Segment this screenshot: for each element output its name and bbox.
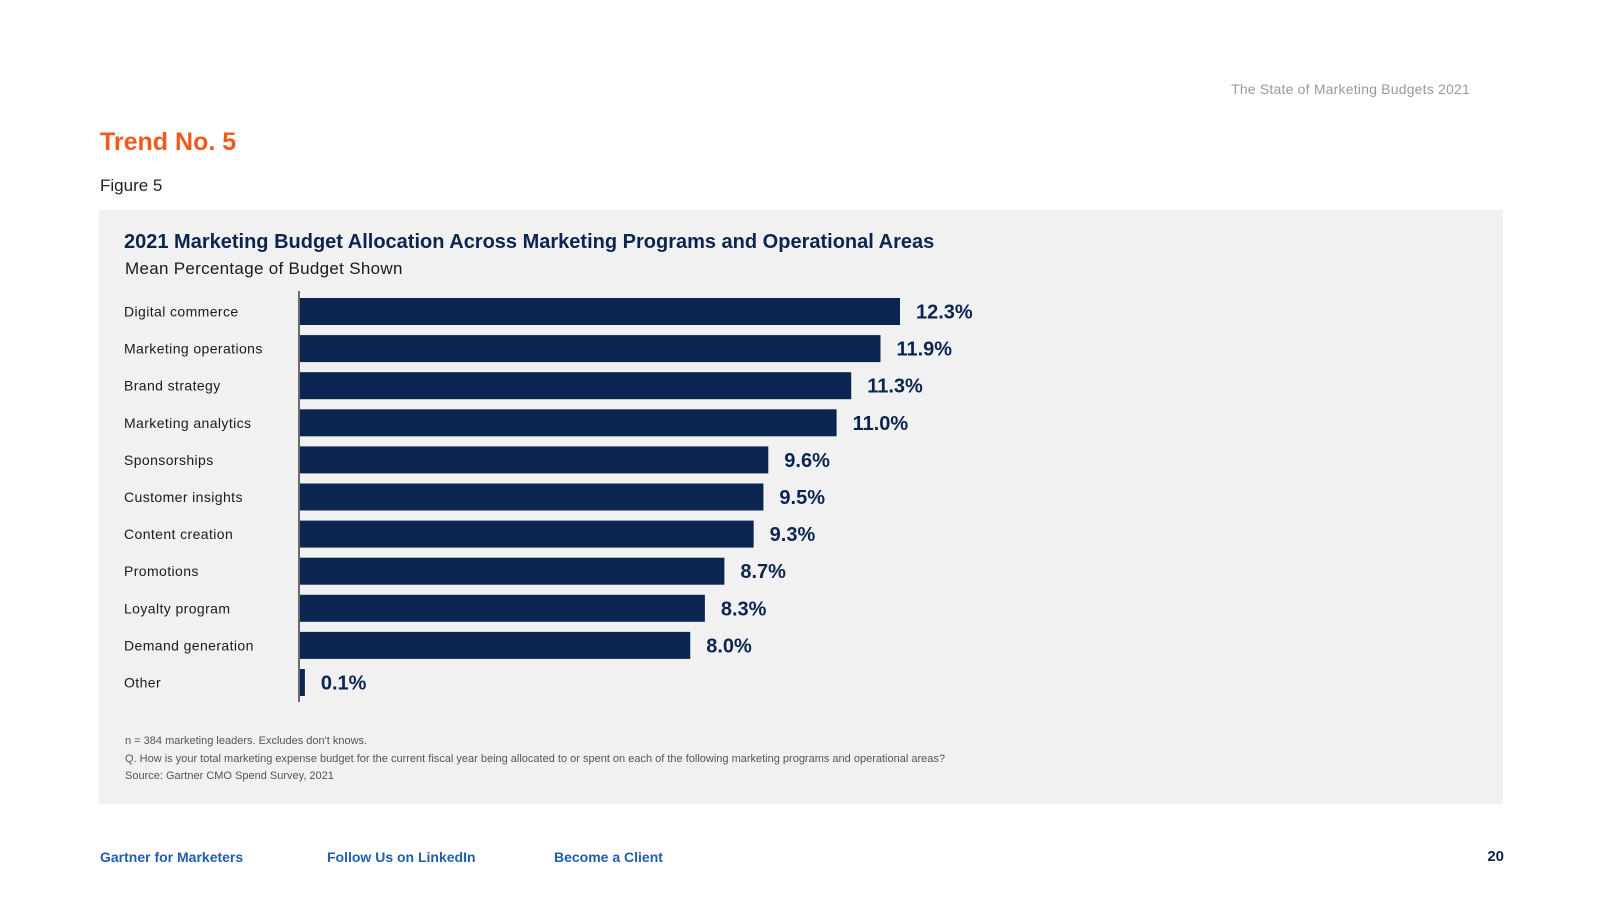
bar xyxy=(300,483,764,511)
bar xyxy=(300,594,705,622)
document-title: The State of Marketing Budgets 2021 xyxy=(1231,81,1470,97)
category-label: Customer insights xyxy=(124,489,243,505)
value-label: 11.9% xyxy=(896,339,952,361)
figure-label: Figure 5 xyxy=(100,176,163,195)
gartner-for-marketers-link[interactable]: Gartner for Marketers xyxy=(100,849,244,865)
page-number: 20 xyxy=(1487,848,1504,865)
value-label: 8.0% xyxy=(706,635,752,657)
source-note: Source: Gartner CMO Spend Survey, 2021 xyxy=(125,770,334,782)
bar xyxy=(300,446,769,474)
chart-title: 2021 Marketing Budget Allocation Across … xyxy=(124,231,935,253)
category-label: Brand strategy xyxy=(124,378,221,394)
category-label: Digital commerce xyxy=(124,304,239,320)
bar xyxy=(300,372,852,400)
sample-note: n = 384 marketing leaders. Excludes don'… xyxy=(125,735,368,747)
category-label: Other xyxy=(124,675,161,691)
bar xyxy=(300,669,305,696)
trend-heading: Trend No. 5 xyxy=(100,128,237,156)
bar xyxy=(300,631,691,659)
value-label: 0.1% xyxy=(321,673,367,695)
bar xyxy=(300,557,725,585)
category-label: Promotions xyxy=(124,563,199,579)
bar xyxy=(300,335,881,363)
category-label: Marketing operations xyxy=(124,341,263,357)
value-label: 11.3% xyxy=(867,376,923,398)
bar xyxy=(300,298,900,325)
category-label: Demand generation xyxy=(124,637,254,653)
bar-chart: Digital commerce 12.3% Marketing operation… xyxy=(124,291,973,702)
bar xyxy=(300,409,837,437)
question-note: Q. How is your total marketing expense b… xyxy=(125,752,945,765)
value-label: 9.3% xyxy=(770,524,816,546)
chart-panel: 2021 Marketing Budget Allocation Across … xyxy=(99,210,1503,804)
category-label: Marketing analytics xyxy=(124,415,251,431)
value-label: 9.6% xyxy=(784,450,830,472)
chart-subtitle: Mean Percentage of Budget Shown xyxy=(125,259,403,278)
value-label: 8.3% xyxy=(721,598,767,620)
category-label: Loyalty program xyxy=(124,600,230,616)
value-label: 9.5% xyxy=(779,487,825,509)
become-client-link[interactable]: Become a Client xyxy=(554,849,663,865)
bar xyxy=(300,520,754,548)
category-label: Content creation xyxy=(124,526,233,542)
value-label: 11.0% xyxy=(853,413,909,435)
chart-notes: n = 384 marketing leaders. Excludes don'… xyxy=(125,733,945,786)
value-label: 8.7% xyxy=(740,561,786,583)
follow-linkedin-link[interactable]: Follow Us on LinkedIn xyxy=(327,849,476,865)
category-label: Sponsorships xyxy=(124,452,214,468)
value-label: 12.3% xyxy=(916,302,973,324)
